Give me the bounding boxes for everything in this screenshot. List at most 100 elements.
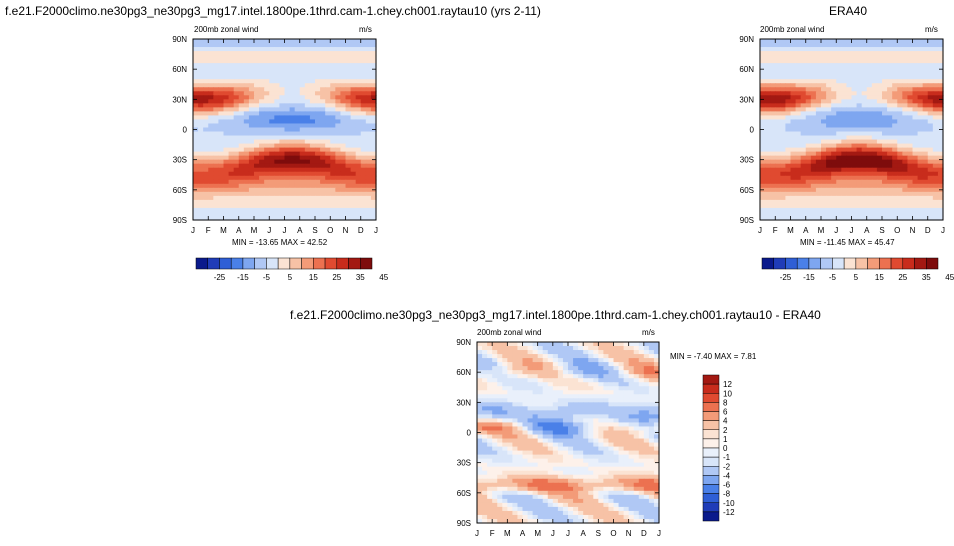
diff-panel-y-tick-label: 30N <box>456 398 471 407</box>
model-panel-y-tick-label: 60N <box>172 65 187 74</box>
model-panel-x-tick-label: F <box>206 226 211 235</box>
diff-panel-contour-fill <box>477 342 660 524</box>
obs-panel-colorbar-label: 5 <box>854 273 859 282</box>
obs-panel-units-label: m/s <box>925 25 938 34</box>
diff-panel-colorbar-box <box>702 511 720 522</box>
model-panel-y-tick-label: 30S <box>173 156 187 165</box>
model-panel-x-tick-label: J <box>267 226 271 235</box>
obs-panel-y-tick-label: 60N <box>739 65 754 74</box>
model-panel-colorbar-box <box>348 257 361 270</box>
diff-panel-colorbar-label: 4 <box>723 417 728 426</box>
diff-panel-field-label: 200mb zonal wind <box>477 328 542 337</box>
model-panel-colorbar-box <box>219 257 232 270</box>
model-panel-y-tick-label: 90N <box>172 35 187 44</box>
obs-panel-title: ERA40 <box>829 4 868 18</box>
model-panel-colorbar-box <box>336 257 349 270</box>
model-panel-colorbar-box <box>324 257 338 270</box>
diff-panel-colorbar-box <box>702 502 720 513</box>
model-panel-contour-fill <box>193 39 377 221</box>
obs-panel-x-tick-label: J <box>758 226 762 235</box>
obs-panel-x-tick-label: M <box>818 226 825 235</box>
obs-panel-x-tick-label: N <box>910 226 916 235</box>
diff-panel-colorbar-label: -1 <box>723 453 731 462</box>
diff-panel-colorbar-box <box>702 402 720 412</box>
obs-panel-colorbar-box <box>773 257 786 270</box>
obs-panel-stats: MIN = -11.45 MAX = 45.47 <box>800 238 895 247</box>
obs-panel-colorbar-box <box>914 257 927 270</box>
model-panel-colorbar-label: 45 <box>379 273 388 282</box>
diff-panel-colorbar-label: 2 <box>723 426 728 435</box>
diff-panel-colorbar-box <box>702 475 720 485</box>
obs-panel-colorbar-label: -25 <box>780 273 792 282</box>
diff-panel-title: f.e21.F2000climo.ne30pg3_ne30pg3_mg17.in… <box>290 308 821 322</box>
model-panel-x-tick-label: D <box>358 226 364 235</box>
diff-panel-x-tick-label: N <box>626 529 632 538</box>
model-panel-colorbar-box <box>254 257 267 270</box>
diff-panel-x-tick-label: D <box>641 529 647 538</box>
diff-panel-y-tick-label: 90N <box>456 338 471 347</box>
model-panel-field-label: 200mb zonal wind <box>194 25 259 34</box>
model-panel-y-tick-label: 90S <box>173 216 187 225</box>
obs-panel-colorbar-box <box>808 257 821 270</box>
model-panel-x-tick-label: N <box>343 226 349 235</box>
model-panel-x-tick-label: J <box>191 226 195 235</box>
diff-panel-colorbar-box <box>702 447 720 458</box>
diff-panel-colorbar-box <box>702 484 720 494</box>
obs-panel-colorbar-box <box>843 257 857 270</box>
diff-panel-colorbar-box <box>702 456 720 467</box>
diff-panel-colorbar-box <box>702 466 720 476</box>
model-panel-x-tick-label: A <box>236 226 242 235</box>
diff-panel-stats: MIN = -7.40 MAX = 7.81 <box>670 352 757 361</box>
model-panel-colorbar-label: 15 <box>309 273 318 282</box>
obs-panel-colorbar-box <box>926 257 939 270</box>
model-panel-colorbar-label: -15 <box>237 273 249 282</box>
diff-panel-x-tick-label: O <box>610 529 616 538</box>
model-panel-colorbar-box <box>207 257 220 270</box>
diff-panel-colorbar-box <box>702 429 720 440</box>
diff-panel-x-tick-label: A <box>580 529 586 538</box>
obs-panel-colorbar-label: 15 <box>875 273 884 282</box>
obs-panel-colorbar-label: 45 <box>945 273 954 282</box>
obs-panel-colorbar-box <box>879 257 892 270</box>
diff-panel-colorbar-box <box>702 393 720 403</box>
model-panel-colorbar-box <box>301 257 314 270</box>
obs-panel-colorbar-box <box>902 257 915 270</box>
obs-panel-y-tick-label: 30N <box>739 95 754 104</box>
model-panel-colorbar-label: -25 <box>214 273 226 282</box>
obs-panel-x-tick-label: A <box>864 226 870 235</box>
diff-panel-x-tick-label: F <box>490 529 495 538</box>
obs-panel-x-tick-label: J <box>834 226 838 235</box>
diff-panel-colorbar-label: 0 <box>723 444 728 453</box>
model-panel-stats: MIN = -13.65 MAX = 42.52 <box>232 238 328 247</box>
obs-panel-colorbar-box <box>867 257 880 270</box>
obs-panel-colorbar-label: 35 <box>922 273 931 282</box>
model-panel-colorbar-box <box>195 257 208 270</box>
diff-panel-x-tick-label: J <box>475 529 479 538</box>
diff-panel-y-tick-label: 30S <box>457 459 471 468</box>
diff-panel-colorbar-box <box>702 383 720 394</box>
obs-panel-x-tick-label: J <box>850 226 854 235</box>
model-panel-x-tick-label: M <box>220 226 227 235</box>
diff-panel-colorbar-box <box>702 438 720 449</box>
obs-panel-colorbar-label: -5 <box>829 273 837 282</box>
model-panel-colorbar-box <box>230 257 244 270</box>
diff-panel-colorbar-box <box>702 411 720 421</box>
diff-panel-y-tick-label: 90S <box>457 519 471 528</box>
diff-panel-x-tick-label: J <box>657 529 661 538</box>
model-panel-colorbar-label: 5 <box>288 273 293 282</box>
diff-panel-colorbar-box <box>702 374 720 385</box>
model-panel-colorbar-label: 35 <box>356 273 365 282</box>
diff-panel-colorbar-label: 12 <box>723 380 732 389</box>
obs-panel-colorbar-box <box>761 257 774 270</box>
model-panel-y-tick-label: 30N <box>172 95 187 104</box>
diff-panel-colorbar-label: -2 <box>723 462 731 471</box>
model-panel-title: f.e21.F2000climo.ne30pg3_ne30pg3_mg17.in… <box>5 4 541 18</box>
diff-panel-colorbar-label: 10 <box>723 389 732 398</box>
diff-panel-colorbar-box <box>702 493 720 504</box>
obs-panel-x-tick-label: M <box>787 226 794 235</box>
obs-panel-y-tick-label: 0 <box>750 126 755 135</box>
diff-panel-x-tick-label: M <box>534 529 541 538</box>
obs-panel-colorbar-box <box>785 257 798 270</box>
model-panel-colorbar-box <box>266 257 279 270</box>
